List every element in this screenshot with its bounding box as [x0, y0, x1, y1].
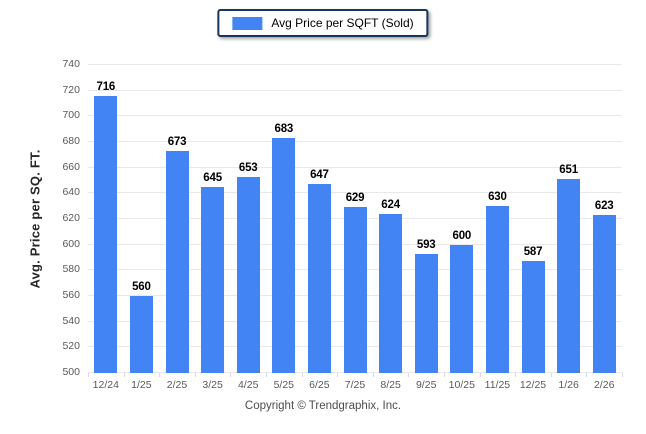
bar: [236, 176, 260, 373]
x-axis-tick-label: 12/25: [519, 379, 547, 391]
x-axis-tick-mark: [194, 373, 196, 377]
bar: [94, 95, 118, 373]
bar-value-label: 645: [203, 171, 222, 184]
bar-value-label: 630: [488, 191, 507, 204]
bar: [307, 184, 331, 373]
x-axis-tick-label: 8/25: [380, 379, 401, 391]
bar: [450, 244, 474, 373]
bar-value-label: 587: [523, 246, 543, 259]
gridline: [88, 141, 622, 142]
bar: [485, 206, 509, 373]
x-axis-tick-label: 2/26: [593, 379, 615, 391]
bar-value-label: 647: [310, 169, 329, 182]
bar-value-label: 629: [345, 192, 365, 205]
x-axis-tick-mark: [301, 373, 303, 377]
y-axis-tick-label: 540: [62, 314, 80, 327]
x-axis-tick-label: 3/25: [202, 379, 223, 391]
x-axis-tick-label: 11/25: [484, 379, 511, 391]
x-axis-tick-label: 6/25: [309, 379, 330, 391]
x-axis-tick-label: 10/25: [448, 379, 475, 391]
gridline: [88, 192, 622, 194]
x-axis-tick-mark: [515, 373, 517, 377]
y-axis-tick-label: 620: [62, 212, 80, 224]
bar: [521, 261, 545, 373]
bar-value-label: 623: [594, 200, 614, 213]
x-axis-tick-mark: [123, 373, 125, 377]
x-axis-tick-mark: [88, 373, 89, 377]
bar: [343, 207, 367, 373]
bar-value-label: 560: [132, 281, 151, 293]
y-axis-title: Avg. Price per SQ. FT.: [27, 149, 43, 289]
bar-value-label: 653: [238, 161, 258, 174]
gridline: [88, 166, 622, 168]
y-axis-tick-label: 660: [62, 160, 80, 173]
y-axis-tick-label: 680: [62, 135, 80, 147]
y-axis-tick-label: 740: [62, 58, 80, 70]
x-axis-tick-label: 4/25: [237, 379, 259, 391]
x-axis-tick-mark: [266, 373, 267, 377]
y-axis-tick-label: 560: [62, 289, 80, 301]
y-axis-tick-label: 500: [62, 366, 80, 378]
bar: [557, 179, 581, 373]
gridline: [88, 115, 622, 117]
copyright-text: Copyright © Trendgraphix, Inc.: [244, 400, 402, 412]
bar-value-label: 673: [167, 135, 187, 148]
bar-value-label: 651: [559, 164, 578, 177]
gridline: [88, 64, 622, 65]
x-axis-tick-mark: [372, 373, 374, 377]
x-axis-tick-label: 5/25: [273, 379, 295, 391]
bar: [414, 253, 438, 373]
bar: [379, 213, 403, 373]
plot-area: 500 520 540 560 580 600 620 640 660 680 700 720 740 7…: [62, 58, 623, 391]
bar: [129, 296, 153, 373]
y-axis-tick-label: 600: [62, 237, 80, 250]
x-axis-tick-mark: [586, 373, 588, 377]
bar: [592, 215, 616, 373]
bar-value-label: 600: [452, 229, 472, 242]
x-axis-tick-label: 12/24: [92, 379, 119, 391]
legend-swatch: [232, 16, 263, 30]
x-axis-tick-label: 1/26: [558, 379, 579, 391]
x-axis-tick-mark: [444, 373, 445, 377]
y-axis-tick-label: 580: [62, 263, 80, 276]
y-axis-tick-label: 640: [62, 186, 80, 199]
x-axis-tick-label: 1/25: [131, 379, 152, 391]
x-axis-tick-mark: [408, 373, 410, 377]
y-axis-tick-label: 700: [62, 109, 80, 122]
x-axis-tick-mark: [622, 373, 623, 377]
bar-value-label: 593: [416, 238, 436, 251]
bar-value-label: 683: [274, 123, 294, 136]
x-axis-tick-mark: [230, 373, 232, 377]
bar: [165, 150, 189, 373]
legend-label: Avg Price per SQFT (Sold): [271, 16, 414, 30]
bar-value-label: 624: [381, 198, 400, 211]
gridline: [88, 89, 622, 91]
x-axis-tick-label: 2/25: [166, 379, 188, 391]
legend: Avg Price per SQFT (Sold): [217, 9, 429, 37]
y-axis-tick-label: 520: [62, 340, 80, 353]
y-axis-tick-label: 720: [62, 83, 80, 96]
x-axis-tick-mark: [159, 373, 161, 377]
bar: [272, 138, 296, 373]
x-axis-tick-label: 7/25: [344, 379, 366, 391]
x-axis-tick-mark: [550, 373, 552, 377]
x-axis-tick-mark: [337, 373, 339, 377]
x-axis-tick-mark: [479, 373, 481, 377]
x-axis-tick-label: 9/25: [415, 379, 437, 391]
bar: [201, 186, 225, 373]
bar-value-label: 716: [96, 80, 116, 93]
